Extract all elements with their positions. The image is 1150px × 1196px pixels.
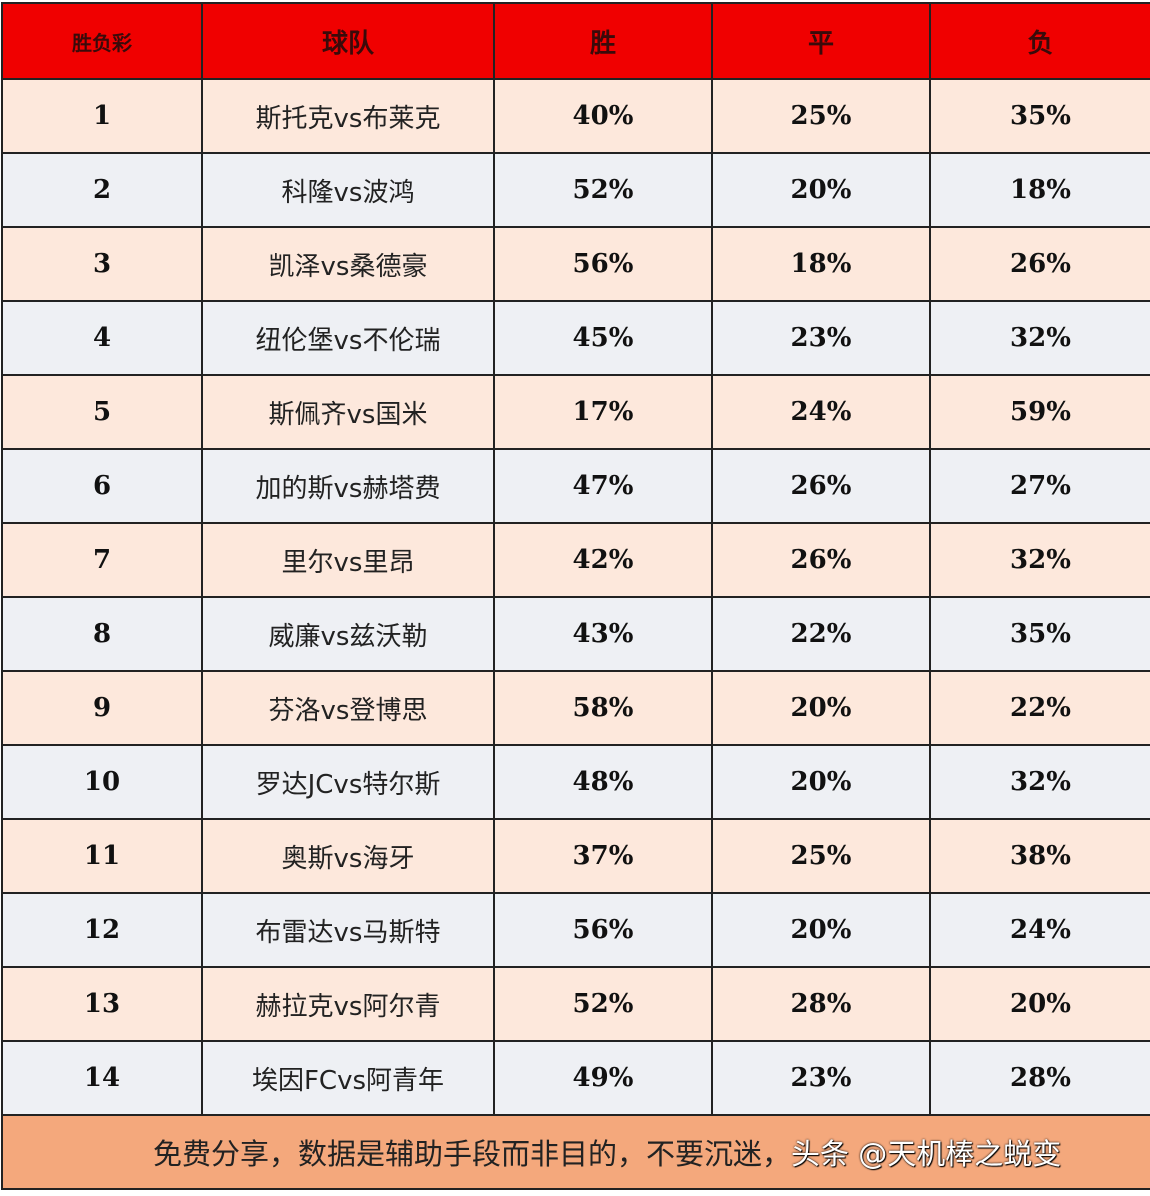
header-lose: 负 xyxy=(929,2,1150,80)
draw-pct: 25% xyxy=(711,78,931,154)
table-row: 2 科隆vs波鸿 52% 20% 18% xyxy=(1,152,1150,228)
lose-pct: 32% xyxy=(929,300,1150,376)
win-pct: 58% xyxy=(493,670,713,746)
row-number: 5 xyxy=(1,374,203,450)
match-name: 威廉vs兹沃勒 xyxy=(201,596,495,672)
draw-pct: 28% xyxy=(711,966,931,1042)
header-team: 球队 xyxy=(201,2,495,80)
header-draw: 平 xyxy=(711,2,931,80)
table-row: 6 加的斯vs赫塔费 47% 26% 27% xyxy=(1,448,1150,524)
table-row: 1 斯托克vs布莱克 40% 25% 35% xyxy=(1,78,1150,154)
draw-pct: 20% xyxy=(711,152,931,228)
table-row: 4 纽伦堡vs不伦瑞 45% 23% 32% xyxy=(1,300,1150,376)
lose-pct: 27% xyxy=(929,448,1150,524)
draw-pct: 20% xyxy=(711,892,931,968)
match-name: 斯佩齐vs国米 xyxy=(201,374,495,450)
header-row: 胜负彩 球队 胜 平 负 xyxy=(1,2,1150,80)
row-number: 4 xyxy=(1,300,203,376)
row-number: 14 xyxy=(1,1040,203,1116)
lose-pct: 18% xyxy=(929,152,1150,228)
table-row: 9 芬洛vs登博思 58% 20% 22% xyxy=(1,670,1150,746)
row-number: 6 xyxy=(1,448,203,524)
match-name: 加的斯vs赫塔费 xyxy=(201,448,495,524)
win-pct: 49% xyxy=(493,1040,713,1116)
match-name: 科隆vs波鸿 xyxy=(201,152,495,228)
match-name: 布雷达vs马斯特 xyxy=(201,892,495,968)
lose-pct: 28% xyxy=(929,1040,1150,1116)
lose-pct: 35% xyxy=(929,78,1150,154)
header-index: 胜负彩 xyxy=(1,2,203,80)
row-number: 2 xyxy=(1,152,203,228)
match-name: 赫拉克vs阿尔青 xyxy=(201,966,495,1042)
row-number: 3 xyxy=(1,226,203,302)
lose-pct: 38% xyxy=(929,818,1150,894)
win-pct: 17% xyxy=(493,374,713,450)
match-name: 芬洛vs登博思 xyxy=(201,670,495,746)
row-number: 12 xyxy=(1,892,203,968)
lose-pct: 20% xyxy=(929,966,1150,1042)
row-number: 9 xyxy=(1,670,203,746)
table-row: 12 布雷达vs马斯特 56% 20% 24% xyxy=(1,892,1150,968)
win-pct: 40% xyxy=(493,78,713,154)
match-name: 埃因FCvs阿青年 xyxy=(201,1040,495,1116)
match-name: 纽伦堡vs不伦瑞 xyxy=(201,300,495,376)
row-number: 8 xyxy=(1,596,203,672)
row-number: 13 xyxy=(1,966,203,1042)
match-name: 罗达JCvs特尔斯 xyxy=(201,744,495,820)
draw-pct: 18% xyxy=(711,226,931,302)
win-pct: 45% xyxy=(493,300,713,376)
lose-pct: 24% xyxy=(929,892,1150,968)
draw-pct: 25% xyxy=(711,818,931,894)
table-row: 8 威廉vs兹沃勒 43% 22% 35% xyxy=(1,596,1150,672)
footer-row: 免费分享，数据是辅助手段而非目的，不要沉迷，头条 @天机棒之蜕变 xyxy=(1,1114,1150,1190)
lose-pct: 35% xyxy=(929,596,1150,672)
draw-pct: 20% xyxy=(711,670,931,746)
watermark: 头条 @天机棒之蜕变 xyxy=(791,1137,1062,1171)
win-pct: 42% xyxy=(493,522,713,598)
row-number: 7 xyxy=(1,522,203,598)
table-row: 10 罗达JCvs特尔斯 48% 20% 32% xyxy=(1,744,1150,820)
lose-pct: 32% xyxy=(929,522,1150,598)
lose-pct: 32% xyxy=(929,744,1150,820)
row-number: 10 xyxy=(1,744,203,820)
match-name: 奥斯vs海牙 xyxy=(201,818,495,894)
table-row: 14 埃因FCvs阿青年 49% 23% 28% xyxy=(1,1040,1150,1116)
table-row: 5 斯佩齐vs国米 17% 24% 59% xyxy=(1,374,1150,450)
win-pct: 37% xyxy=(493,818,713,894)
draw-pct: 23% xyxy=(711,1040,931,1116)
win-pct: 43% xyxy=(493,596,713,672)
table-row: 11 奥斯vs海牙 37% 25% 38% xyxy=(1,818,1150,894)
draw-pct: 24% xyxy=(711,374,931,450)
row-number: 1 xyxy=(1,78,203,154)
lose-pct: 59% xyxy=(929,374,1150,450)
win-pct: 56% xyxy=(493,226,713,302)
match-name: 里尔vs里昂 xyxy=(201,522,495,598)
row-number: 11 xyxy=(1,818,203,894)
win-pct: 56% xyxy=(493,892,713,968)
draw-pct: 23% xyxy=(711,300,931,376)
draw-pct: 22% xyxy=(711,596,931,672)
win-pct: 48% xyxy=(493,744,713,820)
win-pct: 52% xyxy=(493,152,713,228)
table-row: 13 赫拉克vs阿尔青 52% 28% 20% xyxy=(1,966,1150,1042)
draw-pct: 26% xyxy=(711,522,931,598)
footer-text: 免费分享，数据是辅助手段而非目的，不要沉迷， xyxy=(153,1137,792,1171)
win-pct: 52% xyxy=(493,966,713,1042)
table-row: 7 里尔vs里昂 42% 26% 32% xyxy=(1,522,1150,598)
header-win: 胜 xyxy=(493,2,713,80)
win-pct: 47% xyxy=(493,448,713,524)
table-row: 3 凯泽vs桑德豪 56% 18% 26% xyxy=(1,226,1150,302)
match-name: 凯泽vs桑德豪 xyxy=(201,226,495,302)
footer-note: 免费分享，数据是辅助手段而非目的，不要沉迷，头条 @天机棒之蜕变 xyxy=(1,1114,1150,1190)
lose-pct: 26% xyxy=(929,226,1150,302)
draw-pct: 26% xyxy=(711,448,931,524)
match-name: 斯托克vs布莱克 xyxy=(201,78,495,154)
draw-pct: 20% xyxy=(711,744,931,820)
lose-pct: 22% xyxy=(929,670,1150,746)
